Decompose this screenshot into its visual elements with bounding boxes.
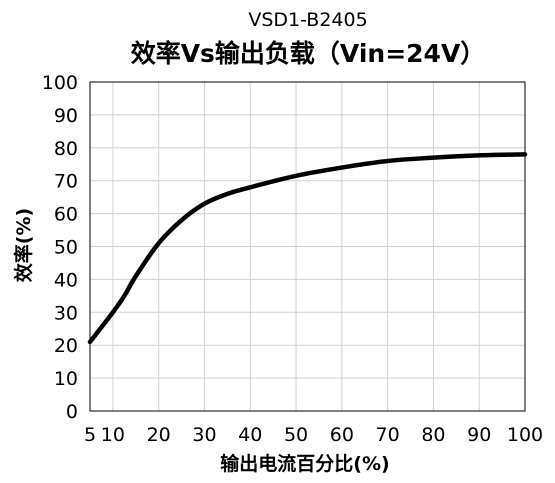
y-tick-label: 80 xyxy=(54,138,78,160)
x-tick-label: 70 xyxy=(376,424,400,446)
x-tick-label: 30 xyxy=(192,424,216,446)
y-tick-label: 60 xyxy=(54,204,78,226)
efficiency-line xyxy=(87,152,528,345)
y-tick-label: 40 xyxy=(54,269,78,291)
chart-title-line1: VSD1-B2405 xyxy=(248,9,367,31)
series-group xyxy=(87,152,528,345)
x-tick-labels: 5 10 20 30 40 50 60 70 80 90 100 xyxy=(84,424,543,446)
y-tick-label: 10 xyxy=(54,368,78,390)
y-tick-label: 50 xyxy=(54,237,78,259)
x-tick-label: 10 xyxy=(101,424,125,446)
x-axis-label: 输出电流百分比(%) xyxy=(220,452,389,475)
y-tick-label: 70 xyxy=(54,171,78,193)
y-tick-labels: 0 10 20 30 40 50 60 70 80 90 100 xyxy=(42,72,78,423)
x-tick-label: 60 xyxy=(330,424,354,446)
y-tick-label: 90 xyxy=(54,105,78,127)
chart-title: 效率Vs输出负载（Vin=24V） xyxy=(131,39,486,68)
plot-frame xyxy=(89,81,526,412)
x-tick-label: 90 xyxy=(467,424,491,446)
x-tick-label: 5 xyxy=(84,424,96,446)
y-tick-label: 100 xyxy=(42,72,78,94)
x-tick-label: 40 xyxy=(238,424,262,446)
y-tick-label: 0 xyxy=(66,401,78,423)
x-tick-label: 50 xyxy=(284,424,308,446)
y-tick-label: 20 xyxy=(54,335,78,357)
x-tick-label: 100 xyxy=(507,424,543,446)
y-tick-label: 30 xyxy=(54,302,78,324)
x-tick-label: 20 xyxy=(147,424,171,446)
x-tick-label: 80 xyxy=(421,424,445,446)
y-axis-label: 效率(%) xyxy=(12,208,35,282)
